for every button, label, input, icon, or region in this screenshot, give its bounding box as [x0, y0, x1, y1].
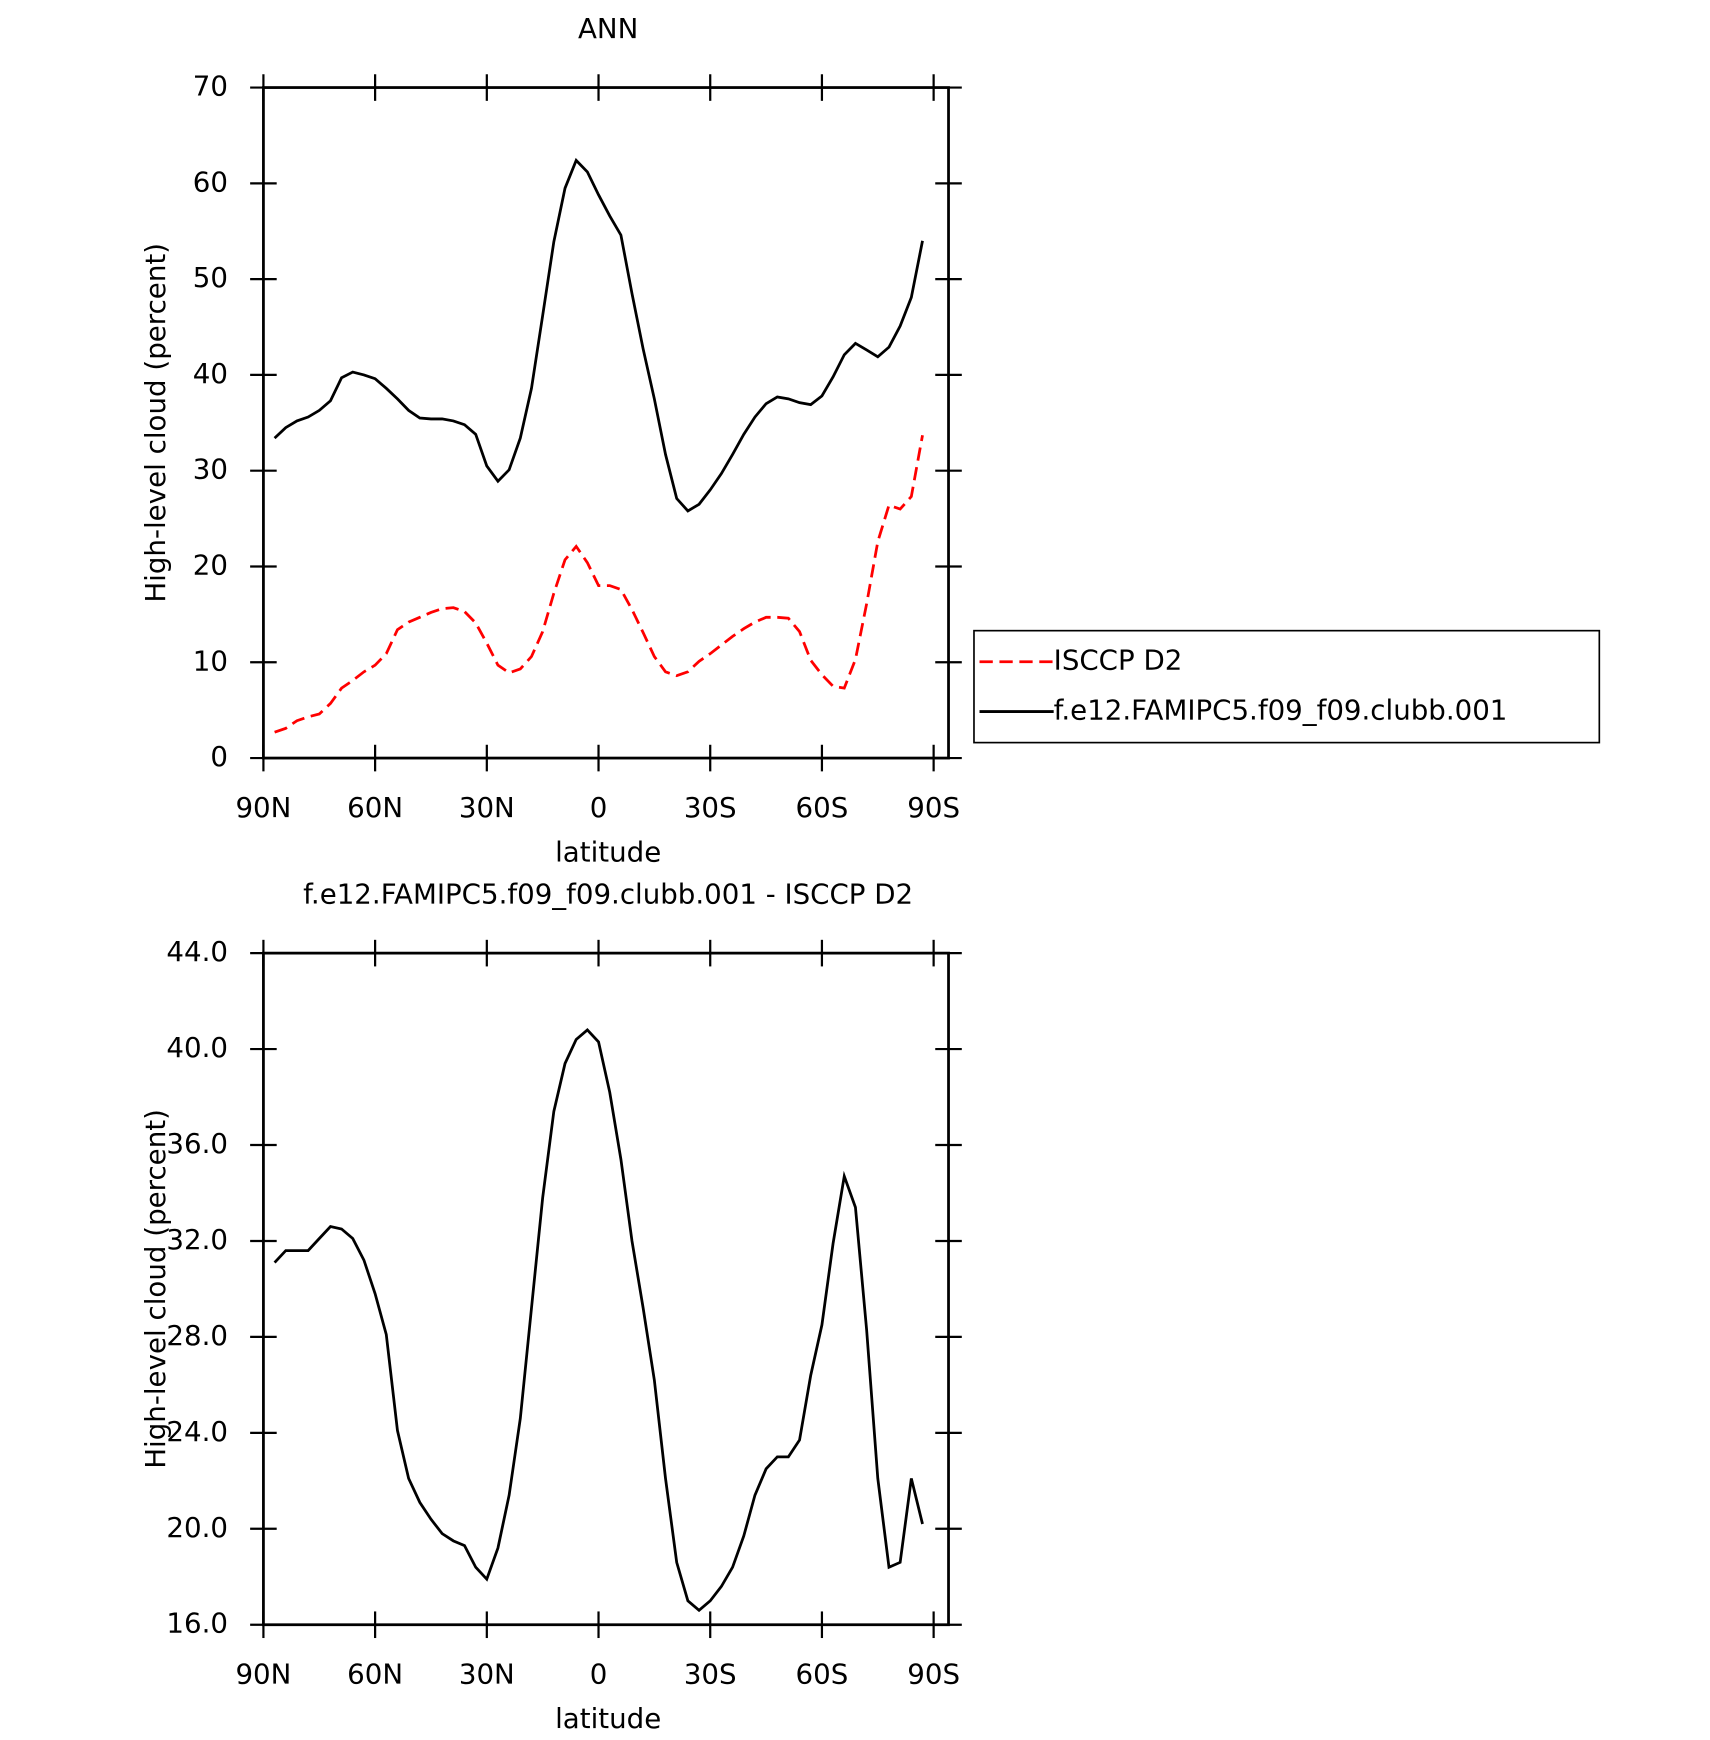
data-line: [273, 1028, 924, 1613]
y-tick-label: 44.0: [166, 935, 228, 968]
x-tick-label: 30S: [684, 791, 737, 824]
x-tick-label: 60N: [347, 1658, 403, 1691]
y-tick-label: 40: [193, 357, 228, 390]
y-tick-label: 16.0: [166, 1607, 228, 1640]
x-tick-label: 60S: [796, 791, 849, 824]
y-tick-label: 60: [193, 165, 228, 198]
x-axis-label: latitude: [555, 835, 661, 868]
plot-frame: [262, 86, 950, 760]
y-tick-label: 10: [193, 644, 228, 677]
legend-label: f.e12.FAMIPC5.f09_f09.clubb.001: [1054, 694, 1508, 727]
legend-label: ISCCP D2: [1054, 644, 1183, 677]
x-tick-label: 90N: [235, 1658, 291, 1691]
y-tick-label: 32.0: [166, 1223, 228, 1256]
x-tick-label: 30N: [459, 1658, 515, 1691]
y-tick-label: 20.0: [166, 1511, 228, 1544]
plot-frame: [262, 951, 950, 1627]
y-axis-label: High-level cloud (percent): [139, 243, 172, 603]
x-tick-label: 30S: [684, 1658, 737, 1691]
x-tick-label: 60S: [796, 1658, 849, 1691]
x-tick-label: 90S: [907, 791, 960, 824]
y-tick-label: 28.0: [166, 1319, 228, 1352]
chart-title: f.e12.FAMIPC5.f09_f09.clubb.001 - ISCCP …: [303, 877, 913, 910]
y-axis-label: High-level cloud (percent): [139, 1109, 172, 1469]
x-axis-label: latitude: [555, 1702, 661, 1735]
x-tick-label: 30N: [459, 791, 515, 824]
data-line: [274, 434, 924, 734]
y-tick-label: 36.0: [166, 1127, 228, 1160]
y-tick-label: 40.0: [166, 1031, 228, 1064]
y-tick-label: 30: [193, 453, 228, 486]
data-line: [273, 157, 924, 513]
y-tick-label: 50: [193, 261, 228, 294]
x-tick-label: 90S: [907, 1658, 960, 1691]
legend-box: [973, 629, 1601, 744]
x-tick-label: 60N: [347, 791, 403, 824]
y-tick-label: 24.0: [166, 1415, 228, 1448]
x-tick-label: 0: [590, 791, 608, 824]
y-tick-label: 20: [193, 548, 228, 581]
x-tick-label: 90N: [235, 791, 291, 824]
y-tick-label: 70: [193, 70, 228, 103]
x-tick-label: 0: [590, 1658, 608, 1691]
chart-title: ANN: [578, 12, 638, 45]
y-tick-label: 0: [210, 740, 228, 773]
